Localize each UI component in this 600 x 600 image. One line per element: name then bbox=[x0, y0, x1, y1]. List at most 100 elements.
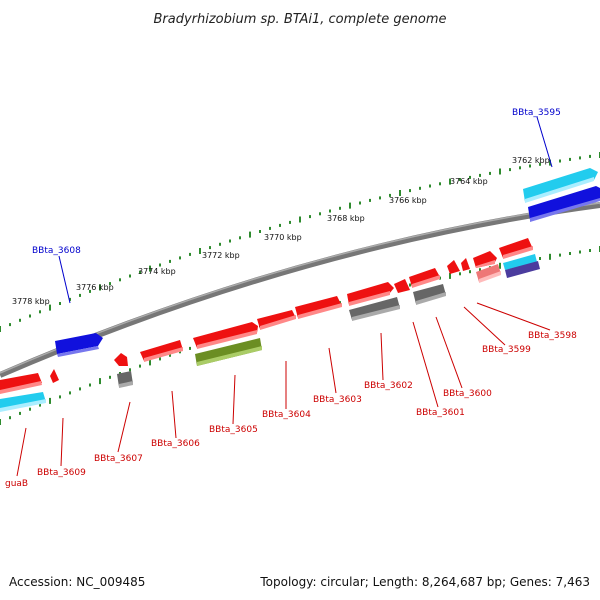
gene-label-bbta-3599[interactable]: BBta_3599 bbox=[482, 345, 531, 355]
gene-label-bbta-3604[interactable]: BBta_3604 bbox=[262, 410, 311, 420]
gene-bbta-3600[interactable] bbox=[409, 268, 440, 288]
gene-bbta-3606[interactable] bbox=[140, 340, 183, 362]
inner-tick-minor bbox=[9, 416, 11, 420]
gene-label-bbta-3601[interactable]: BBta_3601 bbox=[416, 408, 465, 418]
outer-tick-minor bbox=[389, 193, 391, 197]
gene-bbta-3609[interactable] bbox=[50, 369, 59, 383]
inner-tick-minor bbox=[579, 250, 581, 254]
gene-label-bbta-3608[interactable]: BBta_3608 bbox=[32, 246, 81, 256]
inner-tick-minor bbox=[479, 268, 481, 272]
gene-label-bbta-3607[interactable]: BBta_3607 bbox=[94, 454, 143, 464]
outer-tick-minor bbox=[229, 239, 231, 243]
leader-bbta-3606 bbox=[171, 390, 177, 439]
gene-bbta-3602[interactable] bbox=[347, 282, 394, 306]
outer-tick-major bbox=[99, 284, 101, 291]
outer-tick-minor bbox=[189, 252, 191, 256]
outer-tick-minor bbox=[139, 270, 141, 274]
kbp-label-3764: 3764 kbp bbox=[450, 177, 488, 186]
kbp-label-3770: 3770 kbp bbox=[264, 233, 302, 242]
gene-label-guab[interactable]: guaB bbox=[5, 479, 28, 489]
gene-purple-bbta-3598[interactable] bbox=[505, 261, 540, 278]
gene-bbta-3599[interactable] bbox=[473, 251, 497, 268]
outer-tick-minor bbox=[129, 274, 131, 278]
outer-tick-minor bbox=[429, 184, 431, 188]
outer-tick-minor bbox=[289, 220, 291, 224]
outer-tick-minor bbox=[469, 175, 471, 179]
gene-gray-bbta-3607[interactable] bbox=[117, 371, 133, 388]
gene-label-bbta-3605[interactable]: BBta_3605 bbox=[209, 425, 258, 435]
gene-bbta-3604[interactable] bbox=[257, 310, 296, 330]
gene-gray-bbta-3600[interactable] bbox=[413, 284, 446, 305]
outer-tick-track bbox=[0, 152, 600, 332]
gene-bbta-3595-blue[interactable] bbox=[528, 186, 600, 222]
outer-tick-minor bbox=[119, 278, 121, 282]
kbp-label-3776: 3776 kbp bbox=[76, 283, 114, 292]
gene-bbta-3608[interactable] bbox=[55, 333, 103, 357]
outer-tick-minor bbox=[179, 256, 181, 260]
gene-bbta-3598[interactable] bbox=[499, 238, 533, 259]
leader-bbta-3598 bbox=[476, 302, 551, 331]
kbp-label-3768: 3768 kbp bbox=[327, 214, 365, 223]
outer-tick-major bbox=[349, 202, 351, 209]
outer-tick-major bbox=[149, 265, 151, 272]
inner-tick-minor bbox=[589, 249, 591, 252]
inner-tick-minor bbox=[189, 346, 191, 350]
outer-tick-minor bbox=[29, 314, 31, 318]
inner-tick-major bbox=[449, 272, 451, 279]
outer-tick-minor bbox=[489, 171, 491, 175]
outer-tick-minor bbox=[79, 293, 81, 297]
outer-tick-minor bbox=[439, 182, 441, 186]
inner-tick-minor bbox=[169, 353, 171, 357]
inner-tick-minor bbox=[139, 364, 141, 368]
gene-bbta-3601[interactable] bbox=[394, 279, 410, 293]
gene-guab[interactable] bbox=[0, 373, 42, 394]
gene-label-bbta-3598[interactable]: BBta_3598 bbox=[528, 331, 577, 341]
gene-gray-bbta-3602[interactable] bbox=[349, 297, 400, 321]
gene-cyan-bbta-3598[interactable] bbox=[503, 254, 537, 270]
gene-bbta-3603[interactable] bbox=[295, 296, 342, 319]
outer-tick-minor bbox=[379, 196, 381, 200]
outer-tick-major bbox=[199, 248, 201, 254]
gene-olive-bbta-3605[interactable] bbox=[195, 338, 262, 366]
outer-tick-minor bbox=[579, 156, 581, 160]
outer-tick-minor bbox=[9, 323, 11, 327]
outer-tick-minor bbox=[159, 263, 161, 267]
outer-tick-minor bbox=[459, 178, 461, 181]
gene-bbta-3607[interactable] bbox=[114, 353, 128, 366]
inner-tick-minor bbox=[29, 407, 31, 411]
gene-label-bbta-3606[interactable]: BBta_3606 bbox=[151, 439, 200, 449]
outer-tick-minor bbox=[109, 282, 111, 286]
inner-tick-major bbox=[149, 359, 151, 366]
gene-label-bbta-3600[interactable]: BBta_3600 bbox=[443, 389, 492, 399]
leader-bbta-3599 bbox=[463, 306, 506, 346]
inner-tick-major bbox=[0, 419, 1, 425]
leader-bbta-3602 bbox=[380, 332, 384, 381]
gene-label-bbta-3595[interactable]: BBta_3595 bbox=[512, 108, 561, 118]
inner-tick-major bbox=[549, 253, 551, 260]
inner-tick-major bbox=[99, 378, 101, 385]
gene-bbta-3595-cyan[interactable] bbox=[523, 168, 598, 203]
leader-guab bbox=[16, 427, 27, 477]
inner-tick-minor bbox=[539, 257, 541, 260]
outer-tick-minor bbox=[509, 168, 511, 172]
gene-label-bbta-3603[interactable]: BBta_3603 bbox=[313, 395, 362, 405]
kbp-label-3766: 3766 kbp bbox=[389, 196, 427, 205]
inner-tick-minor bbox=[79, 387, 81, 391]
inner-tick-minor bbox=[569, 252, 571, 255]
gene-cyan-left[interactable] bbox=[0, 392, 46, 412]
outer-tick-minor bbox=[539, 162, 541, 166]
outer-tick-major bbox=[549, 159, 551, 166]
outer-tick-major bbox=[449, 178, 451, 185]
outer-tick-minor bbox=[259, 230, 261, 233]
gene-pink-bbta-3599[interactable] bbox=[476, 264, 501, 283]
gene-label-bbta-3609[interactable]: BBta_3609 bbox=[37, 468, 86, 478]
outer-tick-minor bbox=[369, 198, 371, 202]
gene-label-bbta-3602[interactable]: BBta_3602 bbox=[364, 381, 413, 391]
gene-small-b[interactable] bbox=[461, 258, 470, 271]
gene-small-a[interactable] bbox=[447, 260, 460, 274]
gene-bbta-3605[interactable] bbox=[193, 322, 258, 349]
outer-tick-minor bbox=[329, 209, 331, 213]
leader-bbta-3603 bbox=[328, 347, 337, 394]
leader-bbta-3605 bbox=[232, 374, 236, 425]
outer-tick-minor bbox=[269, 226, 271, 230]
